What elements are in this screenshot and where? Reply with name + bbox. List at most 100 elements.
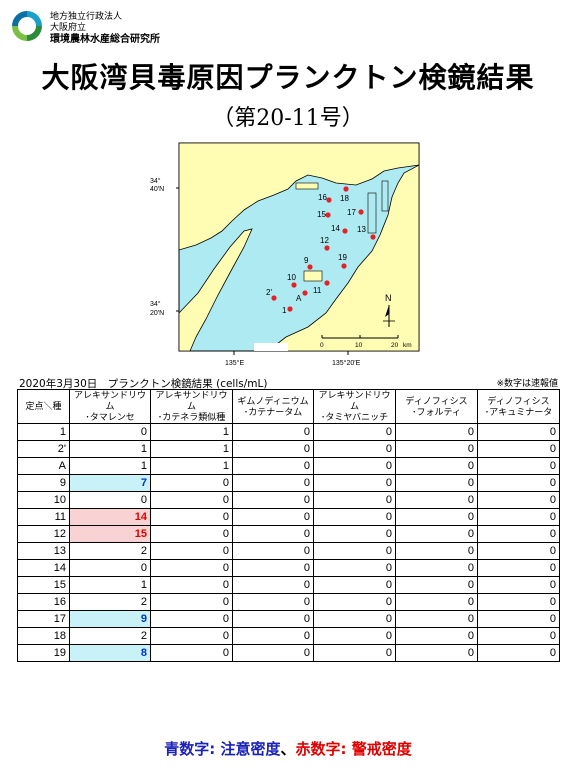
table-row: 12 15 0 0 0 0 0 xyxy=(17,525,560,543)
count-cell: 0 xyxy=(477,542,560,560)
count-cell: 0 xyxy=(395,559,478,577)
stations: 16 18 15 17 14 13 12 9 19 10 11 2' A 1 xyxy=(266,186,376,315)
table-row: 19 8 0 0 0 0 0 xyxy=(17,644,560,662)
station-9: 9 xyxy=(304,256,313,270)
osaka-bay-map: 34° 40′N 34° 20′N 135°E 135°20′E N 0 10 … xyxy=(150,142,420,367)
corner-header: 定点＼種 xyxy=(17,389,70,424)
species-header-3: ギムノディニウム ･カテナータム xyxy=(232,389,314,424)
station-cell: 12 xyxy=(17,525,70,543)
svg-text:10: 10 xyxy=(287,273,296,282)
count-cell: 0 xyxy=(69,559,151,577)
species-header-4: アレキサンドリウム ･タミヤバニッチ xyxy=(313,389,396,424)
count-cell: 1 xyxy=(150,423,233,441)
count-cell: 0 xyxy=(150,491,233,509)
table-row: 13 2 0 0 0 0 0 xyxy=(17,542,560,560)
lon-label-left: 135°E xyxy=(225,359,244,367)
count-cell: 0 xyxy=(313,474,396,492)
count-cell: 0 xyxy=(313,542,396,560)
table-row: 11 14 0 0 0 0 0 xyxy=(17,508,560,526)
legend-red: 赤数字: 警戒密度 xyxy=(295,740,412,758)
count-cell: 0 xyxy=(313,508,396,526)
count-cell: 0 xyxy=(477,423,560,441)
station-2prime: 2' xyxy=(266,288,277,301)
north-arrow: N xyxy=(383,293,395,327)
count-cell: 0 xyxy=(313,525,396,543)
table-row: 17 9 0 0 0 0 0 xyxy=(17,610,560,628)
count-cell: 0 xyxy=(150,508,233,526)
count-cell: 0 xyxy=(395,593,478,611)
count-cell: 0 xyxy=(150,576,233,594)
density-legend: 青数字: 注意密度、赤数字: 警戒密度 xyxy=(0,738,576,759)
count-cell: 0 xyxy=(477,525,560,543)
station-cell: 16 xyxy=(17,593,70,611)
count-cell: 1 xyxy=(150,457,233,475)
station-12: 12 xyxy=(320,236,330,251)
count-cell: 1 xyxy=(150,440,233,458)
count-cell: 0 xyxy=(232,423,314,441)
count-cell: 0 xyxy=(232,457,314,475)
svg-text:11: 11 xyxy=(313,286,322,295)
count-cell: 0 xyxy=(232,542,314,560)
station-cell: A xyxy=(17,457,70,475)
count-cell: 0 xyxy=(232,627,314,645)
count-cell: 0 xyxy=(150,627,233,645)
count-cell: 0 xyxy=(395,423,478,441)
count-cell: 0 xyxy=(395,440,478,458)
count-cell: 0 xyxy=(395,610,478,628)
count-cell: 0 xyxy=(477,610,560,628)
survey-caption: 2020年3月30日 プランクトン検鏡結果 (cells/mL) xyxy=(19,378,268,390)
count-cell: 0 xyxy=(69,491,151,509)
count-cell: 0 xyxy=(313,610,396,628)
lat-lower-min: 20′N xyxy=(150,310,164,317)
lat-upper-deg: 34° xyxy=(150,177,161,185)
table-header-row: 定点＼種 アレキサンドリウム ･タマレンセ アレキサンドリウム ･カテネラ類似種 ギ… xyxy=(17,389,560,424)
station-cell: 13 xyxy=(17,542,70,560)
plankton-table: 定点＼種 アレキサンドリウム ･タマレンセ アレキサンドリウム ･カテネラ類似種 ギ… xyxy=(17,389,560,662)
north-label: N xyxy=(385,293,392,303)
count-cell: 0 xyxy=(232,440,314,458)
legend-blue: 青数字: 注意密度 xyxy=(164,740,281,758)
org-line-3: 環境農林水産総合研究所 xyxy=(50,34,160,45)
station-cell: 15 xyxy=(17,576,70,594)
scale-label-20: 20 xyxy=(391,342,399,349)
count-cell: 0 xyxy=(313,627,396,645)
svg-text:A: A xyxy=(296,294,302,303)
svg-text:12: 12 xyxy=(320,236,329,245)
count-cell: 0 xyxy=(477,491,560,509)
station-17: 17 xyxy=(347,208,364,217)
station-10: 10 xyxy=(287,273,297,288)
table-row: 14 0 0 0 0 0 0 xyxy=(17,559,560,577)
count-cell: 0 xyxy=(395,508,478,526)
lat-label-lower: 34° 20′N xyxy=(150,300,164,317)
station-cell: 18 xyxy=(17,627,70,645)
count-cell: 0 xyxy=(477,593,560,611)
land-awaji xyxy=(178,228,253,352)
count-cell: 0 xyxy=(395,474,478,492)
station-cell: 11 xyxy=(17,508,70,526)
legend-separator: 、 xyxy=(280,740,296,758)
scale-label-0: 0 xyxy=(320,342,324,349)
count-cell: 0 xyxy=(313,593,396,611)
count-cell: 0 xyxy=(477,474,560,492)
count-cell: 2 xyxy=(69,627,151,645)
count-cell: 0 xyxy=(477,576,560,594)
count-cell: 0 xyxy=(232,525,314,543)
count-cell: 0 xyxy=(395,627,478,645)
station-1: 1 xyxy=(282,306,293,315)
table-row: 18 2 0 0 0 0 0 xyxy=(17,627,560,645)
svg-text:9: 9 xyxy=(304,256,309,265)
count-cell: 15 xyxy=(69,525,151,543)
count-cell: 14 xyxy=(69,508,151,526)
count-cell: 0 xyxy=(232,593,314,611)
scale-bar: 0 10 20 km xyxy=(320,335,412,349)
station-cell: 10 xyxy=(17,491,70,509)
station-cell: 19 xyxy=(17,644,70,662)
page-title: 大阪湾貝毒原因プランクトン検鏡結果 xyxy=(41,61,535,94)
count-cell: 0 xyxy=(232,508,314,526)
org-line-2: 大阪府立 xyxy=(50,23,87,33)
count-cell: 9 xyxy=(69,610,151,628)
species-header-2: アレキサンドリウム ･カテネラ類似種 xyxy=(150,389,233,424)
